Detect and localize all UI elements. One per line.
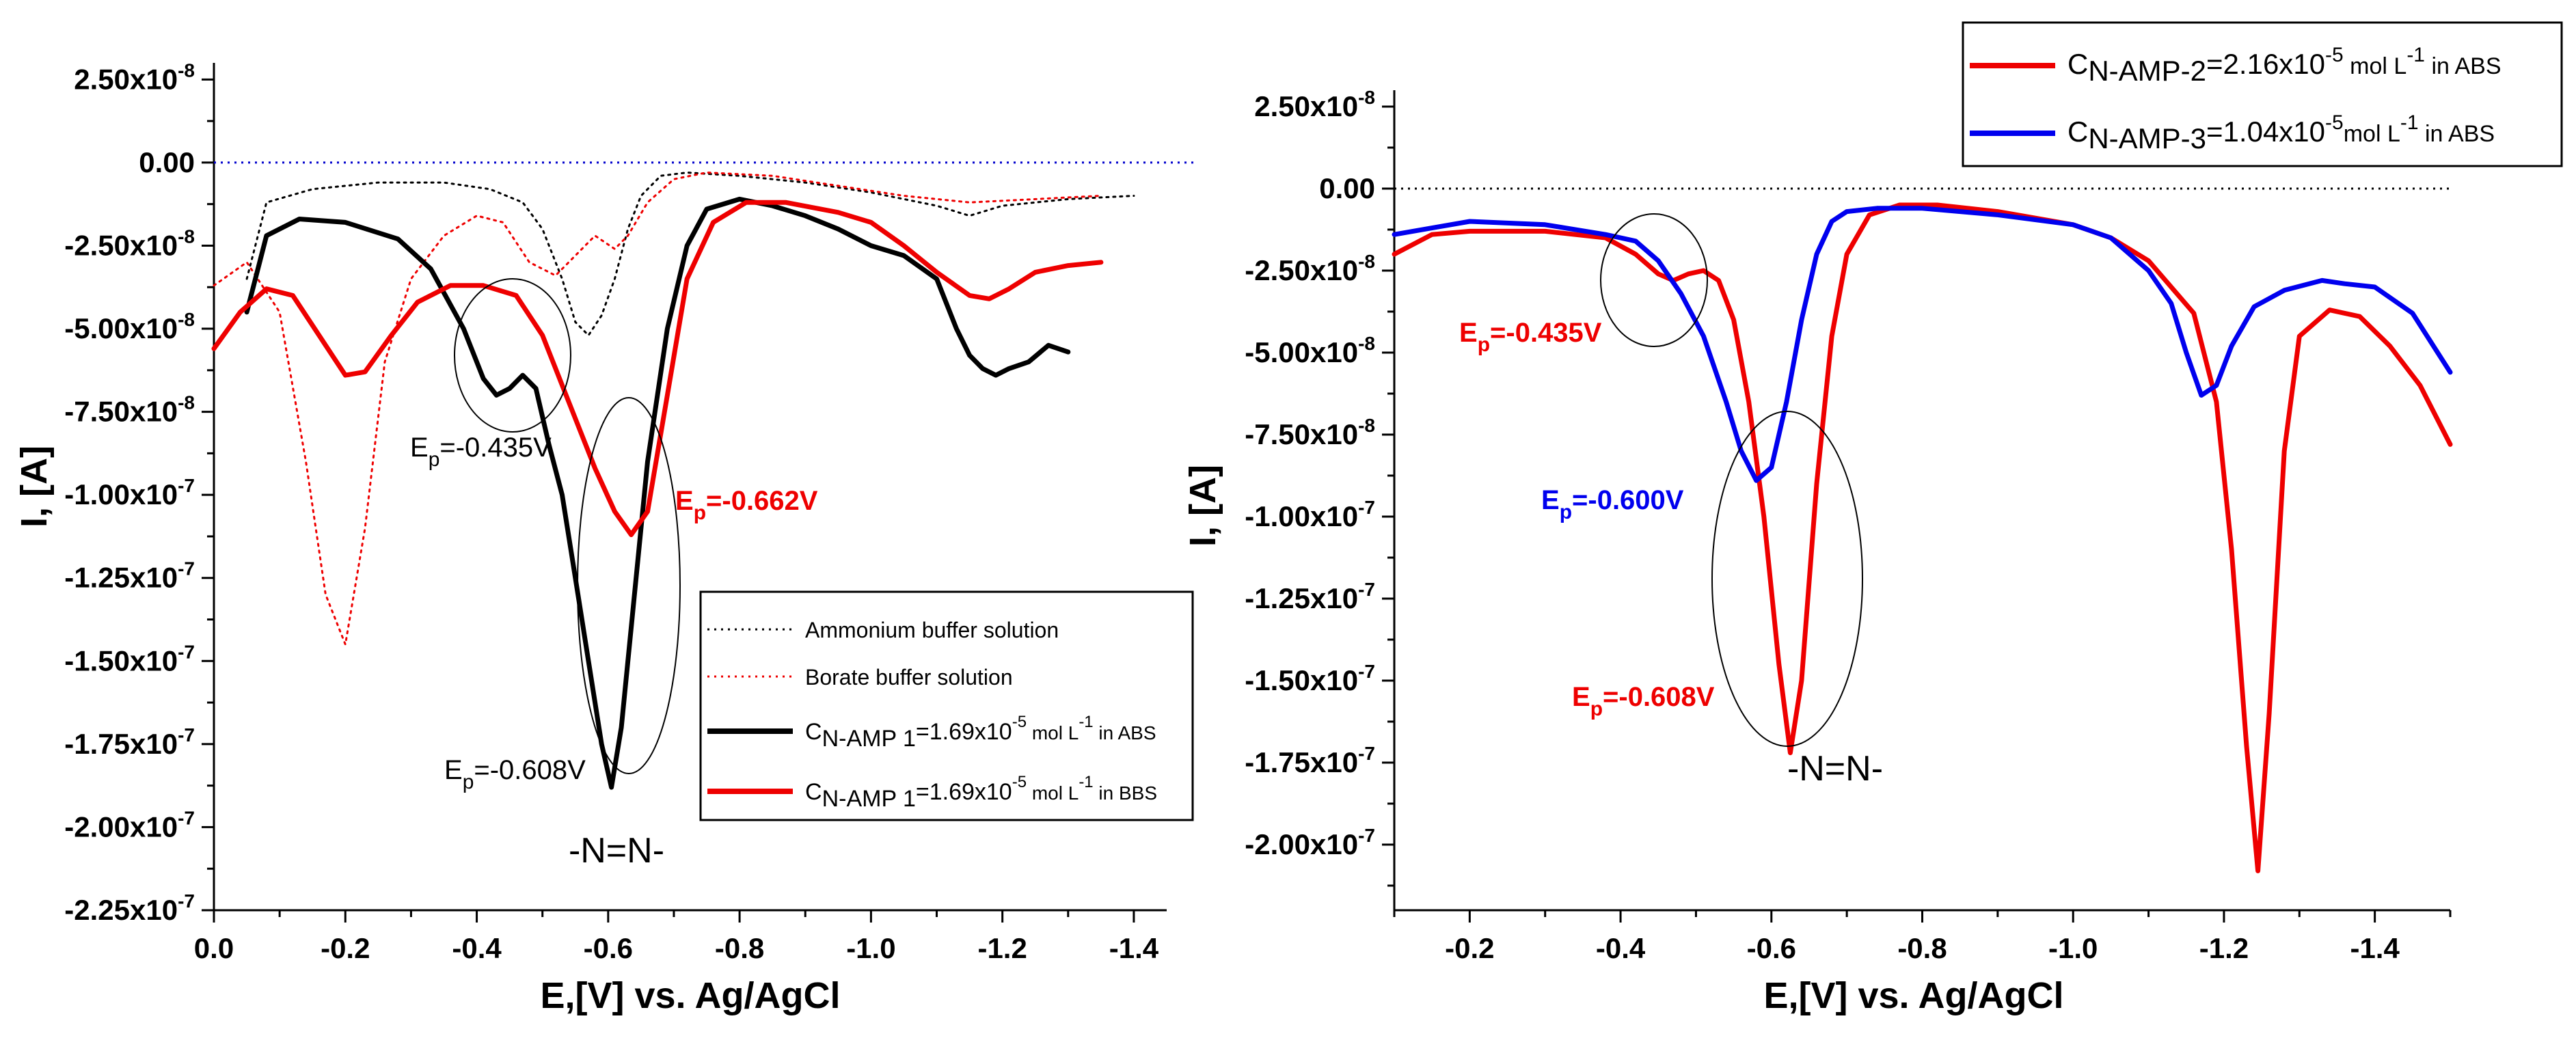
y-tick-label: -5.00x10-8​ <box>1245 333 1375 368</box>
y-tick-label: -1.50x10-7​ <box>64 641 195 677</box>
y-axis-title: I, [A] <box>14 446 55 528</box>
annotation-ep-600: Ep=-0.600V <box>1541 485 1684 523</box>
x-tick-label: -1.2 <box>977 932 1027 964</box>
legend-label-1: CN-AMP-2=2.16x10-5 mol L-1 in ABS <box>2067 44 2502 87</box>
series-line-4 <box>211 200 1104 537</box>
y-tick-label: -1.00x10-7​ <box>1245 497 1375 532</box>
y-tick-label: -1.50x10-7​ <box>1245 661 1375 696</box>
y-tick-label: 0.00 <box>1319 172 1375 204</box>
annotation-ep-435: Ep=-0.435V <box>1459 318 1602 356</box>
x-tick-label: -0.8 <box>1897 932 1947 964</box>
x-tick-label: -1.0 <box>2048 932 2098 964</box>
y-tick-label: 2.50x10-8​ <box>1254 87 1375 122</box>
annotation-ep-662: Ep=-0.662V <box>675 486 818 524</box>
annotation-ellipse-azo <box>1711 411 1863 747</box>
y-tick-label: -2.00x10-7​ <box>64 807 195 843</box>
x-tick-label: -0.4 <box>452 932 502 964</box>
annotation-azo-label: -N=N- <box>1787 749 1883 789</box>
x-tick-label: -1.4 <box>2350 932 2400 964</box>
x-tick-label: -0.6 <box>1747 932 1796 964</box>
annotation-ellipse-ep-435 <box>1600 213 1708 347</box>
y-tick-label: 2.50x10-8​ <box>74 59 195 95</box>
y-tick-label: -2.00x10-7​ <box>1245 825 1375 860</box>
annotation-ep-608: Ep=-0.608V <box>1572 682 1715 720</box>
annotation-ellipse-ep-435 <box>454 278 571 433</box>
y-tick-label: -1.75x10-7​ <box>1245 743 1375 778</box>
x-axis-title: E,[V] vs. Ag/AgCl <box>1763 975 2063 1016</box>
y-tick-label: -1.75x10-7​ <box>64 724 195 760</box>
annotation-azo-label: -N=N- <box>569 831 664 871</box>
y-tick-label: -7.50x10-8​ <box>1245 415 1375 450</box>
x-tick-label: -0.8 <box>715 932 764 964</box>
x-tick-label: -0.2 <box>1445 932 1494 964</box>
y-tick-label: -2.25x10-7​ <box>64 890 195 926</box>
y-axis-title: I, [A] <box>1182 465 1223 547</box>
annotation-ep-608: Ep=-0.608V <box>444 755 586 793</box>
y-tick-label: -1.25x10-7​ <box>64 558 195 594</box>
x-tick-label: -0.2 <box>321 932 370 964</box>
legend-label-2: Borate buffer solution <box>805 665 1013 690</box>
x-tick-label: -0.6 <box>584 932 633 964</box>
series-line-2 <box>213 172 1102 646</box>
left-panel: 2.50x10-8​ 0.00 -2.50x10-8​ -5.00x10-8​ -7.5… <box>14 59 1194 1016</box>
y-tick-label: -7.50x10-8​ <box>64 392 195 428</box>
legend-label-2: CN-AMP-3=1.04x10-5mol L-1 in ABS <box>2067 111 2495 154</box>
legend-box <box>1962 21 2563 167</box>
annotation-ep-435: Ep=-0.435V <box>410 433 552 471</box>
y-tick-label: -5.00x10-8​ <box>64 309 195 344</box>
legend-label-3: CN-AMP 1=1.69x10-5 mol L-1 in ABS <box>805 713 1156 752</box>
x-tick-label: -1.2 <box>2199 932 2249 964</box>
right-panel: 2.50x10-8​ 0.00 -2.50x10-8​ -5.00x10-8​ -7.5… <box>1182 21 2563 1016</box>
legend-label-1: Ammonium buffer solution <box>805 618 1059 642</box>
y-tick-label: -1.00x10-7​ <box>64 475 195 510</box>
x-tick-label: -1.4 <box>1109 932 1159 964</box>
series-line-2 <box>1392 206 2453 483</box>
series-line-1 <box>245 172 1135 337</box>
y-tick-label: -2.50x10-8​ <box>1245 251 1375 286</box>
x-tick-label: 0.0 <box>194 932 234 964</box>
legend-label-4: CN-AMP 1=1.69x10-5 mol L-1 in BBS <box>805 773 1157 812</box>
x-tick-label: -1.0 <box>846 932 895 964</box>
y-tick-label: -2.50x10-8​ <box>64 226 195 261</box>
annotation-ellipse-azo <box>577 397 681 774</box>
y-tick-label: -1.25x10-7​ <box>1245 579 1375 614</box>
series-line-1 <box>1392 202 2453 873</box>
y-tick-label: 0.00 <box>139 146 195 178</box>
series-line-3 <box>244 196 1071 790</box>
x-tick-label: -0.4 <box>1596 932 1646 964</box>
x-axis-title: E,[V] vs. Ag/AgCl <box>540 975 840 1016</box>
